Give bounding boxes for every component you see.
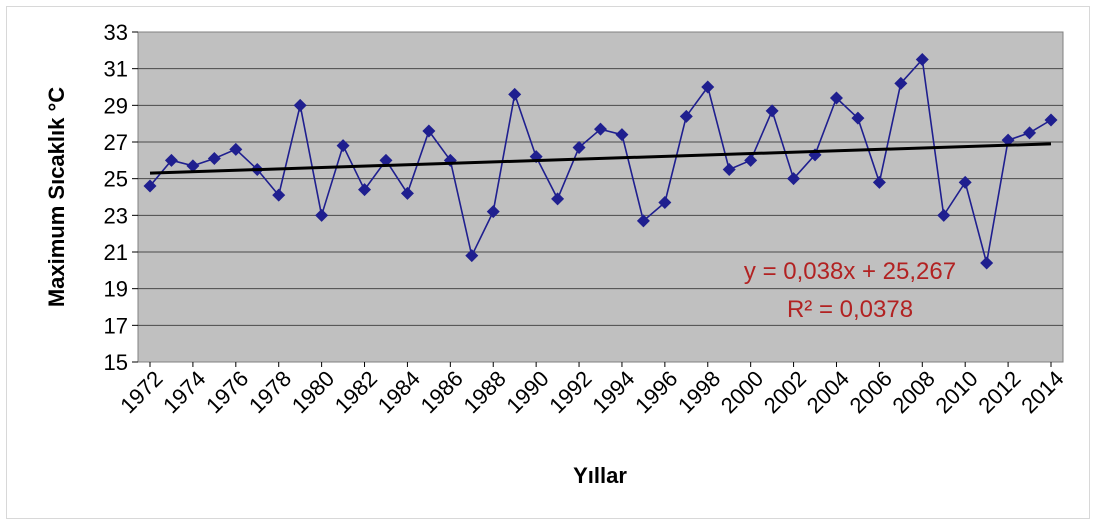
data-point <box>186 159 200 173</box>
data-point <box>636 214 650 228</box>
data-point <box>422 124 436 138</box>
data-point <box>829 91 843 105</box>
data-point <box>272 188 286 202</box>
data-point <box>508 87 522 101</box>
data-point <box>551 192 565 206</box>
data-point <box>486 205 500 219</box>
data-point <box>937 208 951 222</box>
data-point <box>315 208 329 222</box>
x-tick-label: 1986 <box>416 366 468 418</box>
x-tick-label: 2012 <box>973 366 1025 418</box>
data-point <box>787 172 801 186</box>
y-axis-title: Maximum Sıcaklık °C <box>44 87 69 307</box>
data-point <box>358 183 372 197</box>
data-point <box>851 111 865 125</box>
data-point <box>293 98 307 112</box>
x-tick-label: 1976 <box>201 366 253 418</box>
x-tick-label: 2000 <box>716 366 768 418</box>
y-tick-label: 19 <box>104 277 128 302</box>
data-point <box>379 153 393 167</box>
x-tick-label: 1980 <box>287 366 339 418</box>
data-point <box>143 179 157 193</box>
data-point <box>658 196 672 209</box>
x-tick-label: 1974 <box>158 366 210 418</box>
data-point <box>615 128 629 142</box>
x-tick-label: 1978 <box>244 366 296 418</box>
y-tick-label: 27 <box>104 130 128 155</box>
x-axis-title: Yıllar <box>573 463 627 488</box>
plot-area <box>137 31 1064 363</box>
data-point <box>958 175 972 189</box>
r-squared-label: R² = 0,0378 <box>787 296 913 323</box>
x-tick-label: 2002 <box>759 366 811 418</box>
x-tick-label: 2008 <box>888 366 940 418</box>
data-point <box>744 153 758 167</box>
y-tick-label: 31 <box>104 57 128 82</box>
y-axis-ticks: 15 17 19 21 23 25 27 29 31 33 <box>104 20 138 375</box>
x-tick-label: 2014 <box>1016 366 1068 418</box>
x-tick-label: 1984 <box>373 366 425 418</box>
x-tick-label: 2004 <box>802 366 854 418</box>
data-point <box>207 152 221 165</box>
x-tick-label: 2010 <box>930 366 982 418</box>
data-point <box>164 153 178 167</box>
y-tick-label: 29 <box>104 93 128 118</box>
x-tick-label: 1990 <box>501 366 553 418</box>
trend-line <box>149 142 1052 175</box>
data-point <box>465 249 479 263</box>
trend-equation: y = 0,038x + 25,267 <box>744 258 956 285</box>
data-point <box>400 186 414 200</box>
y-tick-label: 25 <box>104 167 128 192</box>
data-points <box>143 53 1058 270</box>
x-tick-label: 1996 <box>630 366 682 418</box>
x-tick-label: 1982 <box>330 366 382 418</box>
data-point <box>679 109 693 123</box>
data-point <box>915 53 929 66</box>
data-point <box>572 141 586 154</box>
data-point <box>894 76 908 90</box>
y-tick-label: 15 <box>104 350 128 375</box>
x-tick-label: 2006 <box>845 366 897 418</box>
x-tick-label: 1994 <box>587 366 639 418</box>
y-tick-label: 21 <box>104 240 128 265</box>
x-tick-label: 1992 <box>544 366 596 418</box>
x-tick-label: 1988 <box>458 366 510 418</box>
data-point <box>765 104 779 118</box>
x-tick-label: 1998 <box>673 366 725 418</box>
x-axis-ticks: 1972197419761978198019821984198619881990… <box>115 362 1069 418</box>
data-point <box>594 122 607 136</box>
y-tick-label: 33 <box>104 20 128 45</box>
data-point <box>336 139 350 153</box>
data-point <box>1044 113 1058 127</box>
data-point <box>229 142 243 156</box>
y-tick-label: 17 <box>104 313 128 338</box>
y-tick-label: 23 <box>104 203 128 228</box>
data-point <box>980 256 994 270</box>
data-point <box>872 175 886 189</box>
data-point <box>1001 133 1015 147</box>
data-point <box>722 163 736 176</box>
data-point <box>1023 126 1037 140</box>
data-point <box>701 80 715 94</box>
